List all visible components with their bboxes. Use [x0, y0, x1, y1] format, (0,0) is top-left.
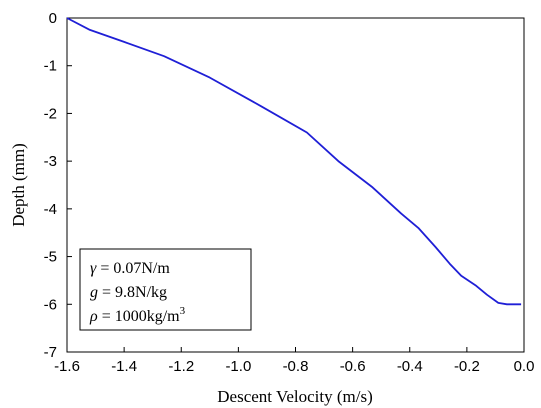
x-tick-label: -1.4 [111, 358, 137, 375]
y-tick-label: -7 [44, 344, 57, 361]
annotation-frame [79, 248, 252, 331]
x-tick-label: -1.6 [54, 358, 80, 375]
y-tick-label: -5 [44, 249, 57, 266]
series-layer [66, 17, 522, 306]
y-tick-label: -2 [44, 105, 57, 122]
x-tick-label: -0.8 [283, 358, 309, 375]
x-tick-label: -0.6 [340, 358, 366, 375]
x-tick-label: -0.4 [397, 358, 423, 375]
y-tick-label: -6 [44, 296, 57, 313]
x-tick-label: -0.2 [454, 358, 480, 375]
annotation-box: γ = 0.07N/m g = 9.8N/kg ρ = 1000kg/m3 [79, 248, 252, 331]
tick-group: -1.6 -1.4 -1.2 -1.0 -0.8 -0.6 -0.4 -0.2 0.0 0 -1 -2… [44, 10, 535, 375]
y-tick-label: -3 [44, 153, 57, 170]
annotation-line-gamma: γ = 0.07N/m [90, 260, 170, 277]
annotation-line-rho: ρ = 1000kg/m3 [89, 305, 186, 325]
annotation-line-g: g = 9.8N/kg [90, 284, 167, 301]
x-axis-title: Descent Velocity (m/s) [217, 387, 372, 406]
x-tick-label: 0.0 [514, 358, 535, 375]
y-tick-label: -4 [44, 201, 57, 218]
x-tick-label: -1.0 [225, 358, 251, 375]
series-line [66, 17, 522, 306]
y-tick-label: 0 [49, 10, 57, 27]
x-tick-label: -1.2 [168, 358, 194, 375]
y-axis-title: Depth (mm) [9, 143, 28, 227]
y-tick-label: -1 [44, 58, 57, 75]
